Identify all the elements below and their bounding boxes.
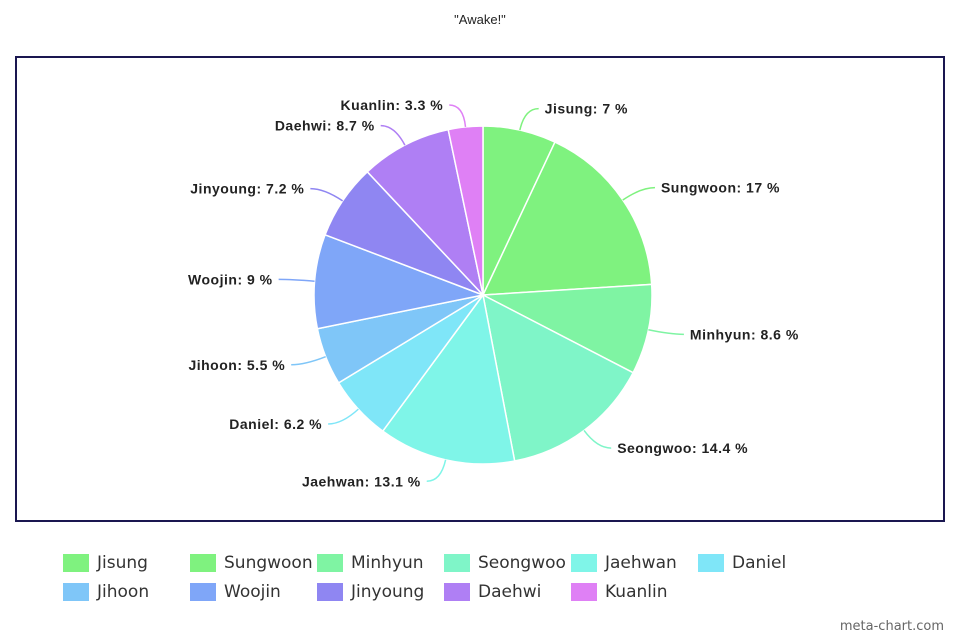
slice-label-minhyun: Minhyun: 8.6 %: [690, 326, 799, 342]
legend-swatch: [571, 553, 597, 572]
legend-label: Seongwoo: [478, 552, 566, 573]
slice-label-seongwoo: Seongwoo: 14.4 %: [617, 440, 748, 456]
legend-item-seongwoo[interactable]: Seongwoo: [444, 548, 571, 577]
leader-line-seongwoo: [583, 430, 612, 449]
leader-line-daehwi: [380, 124, 406, 146]
legend-swatch: [444, 553, 470, 572]
legend-label: Daniel: [732, 552, 787, 573]
slice-label-sungwoon: Sungwoon: 17 %: [661, 180, 780, 196]
legend-label: Woojin: [224, 581, 281, 602]
legend-item-sungwoon[interactable]: Sungwoon: [190, 548, 317, 577]
leader-line-jinyoung: [310, 187, 344, 202]
legend-label: Jihoon: [97, 581, 150, 602]
slice-label-daniel: Daniel: 6.2 %: [229, 416, 322, 432]
legend-item-jinyoung[interactable]: Jinyoung: [317, 577, 444, 606]
legend-swatch: [317, 582, 343, 601]
chart-title: "Awake!": [454, 12, 506, 27]
slice-label-woojin: Woojin: 9 %: [188, 271, 273, 287]
leader-line-sungwoon: [622, 186, 655, 201]
legend-swatch: [63, 553, 89, 572]
legend-item-woojin[interactable]: Woojin: [190, 577, 317, 606]
leader-line-jaehwan: [426, 459, 447, 483]
legend-swatch: [190, 553, 216, 572]
slice-label-kuanlin: Kuanlin: 3.3 %: [341, 97, 444, 113]
watermark: meta-chart.com: [839, 619, 944, 634]
legend-label: Jisung: [97, 552, 148, 573]
pie-slice-jaehwan[interactable]: [381, 293, 516, 465]
legend-label: Jinyoung: [351, 581, 425, 602]
leader-line-kuanlin: [449, 104, 467, 127]
legend-label: Jaehwan: [605, 552, 677, 573]
pie-slice-seongwoo[interactable]: [481, 293, 635, 462]
legend-label: Sungwoon: [224, 552, 313, 573]
legend-label: Daehwi: [478, 581, 542, 602]
legend-swatch: [444, 582, 470, 601]
legend-label: Kuanlin: [605, 581, 668, 602]
legend-item-jisung[interactable]: Jisung: [63, 548, 190, 577]
legend-label: Minhyun: [351, 552, 424, 573]
pie-slice-sungwoon[interactable]: [481, 141, 653, 296]
leader-line-jihoon: [291, 356, 326, 366]
slice-label-jihoon: Jihoon: 5.5 %: [188, 357, 285, 373]
leader-line-jisung: [519, 107, 539, 131]
leader-line-woojin: [278, 278, 315, 282]
legend-swatch: [317, 553, 343, 572]
pie-slice-minhyun[interactable]: [480, 283, 653, 374]
slice-label-jinyoung: Jinyoung: 7.2 %: [190, 181, 304, 197]
leader-line-minhyun: [648, 329, 684, 336]
pie-slice-woojin[interactable]: [313, 233, 486, 330]
legend-item-minhyun[interactable]: Minhyun: [317, 548, 444, 577]
leader-line-daniel: [328, 408, 359, 425]
legend-item-jihoon[interactable]: Jihoon: [63, 577, 190, 606]
pie-chart: Jisung: 7 % Sungwoon: 17 % Minhyun: 8.6 % S…: [188, 97, 799, 489]
legend-swatch: [190, 582, 216, 601]
legend-swatch: [698, 553, 724, 572]
legend: Jisung Sungwoon Minhyun Seongwoo Jaehwan Dani…: [63, 548, 943, 606]
legend-item-kuanlin[interactable]: Kuanlin: [571, 577, 698, 606]
slice-label-daehwi: Daehwi: 8.7 %: [275, 118, 375, 134]
legend-swatch: [571, 582, 597, 601]
pie-slice-daehwi[interactable]: [366, 128, 485, 298]
legend-item-daehwi[interactable]: Daehwi: [444, 577, 571, 606]
legend-swatch: [63, 582, 89, 601]
legend-row: Jisung Sungwoon Minhyun Seongwoo Jaehwan Dani…: [63, 548, 943, 577]
legend-item-jaehwan[interactable]: Jaehwan: [571, 548, 698, 577]
slice-label-jisung: Jisung: 7 %: [545, 101, 628, 117]
plot-frame: Jisung: 7 % Sungwoon: 17 % Minhyun: 8.6 % S…: [15, 56, 945, 522]
legend-row: Jihoon Woojin Jinyoung Daehwi Kuanlin: [63, 577, 943, 606]
legend-item-daniel[interactable]: Daniel: [698, 548, 825, 577]
slice-label-jaehwan: Jaehwan: 13.1 %: [302, 473, 421, 489]
